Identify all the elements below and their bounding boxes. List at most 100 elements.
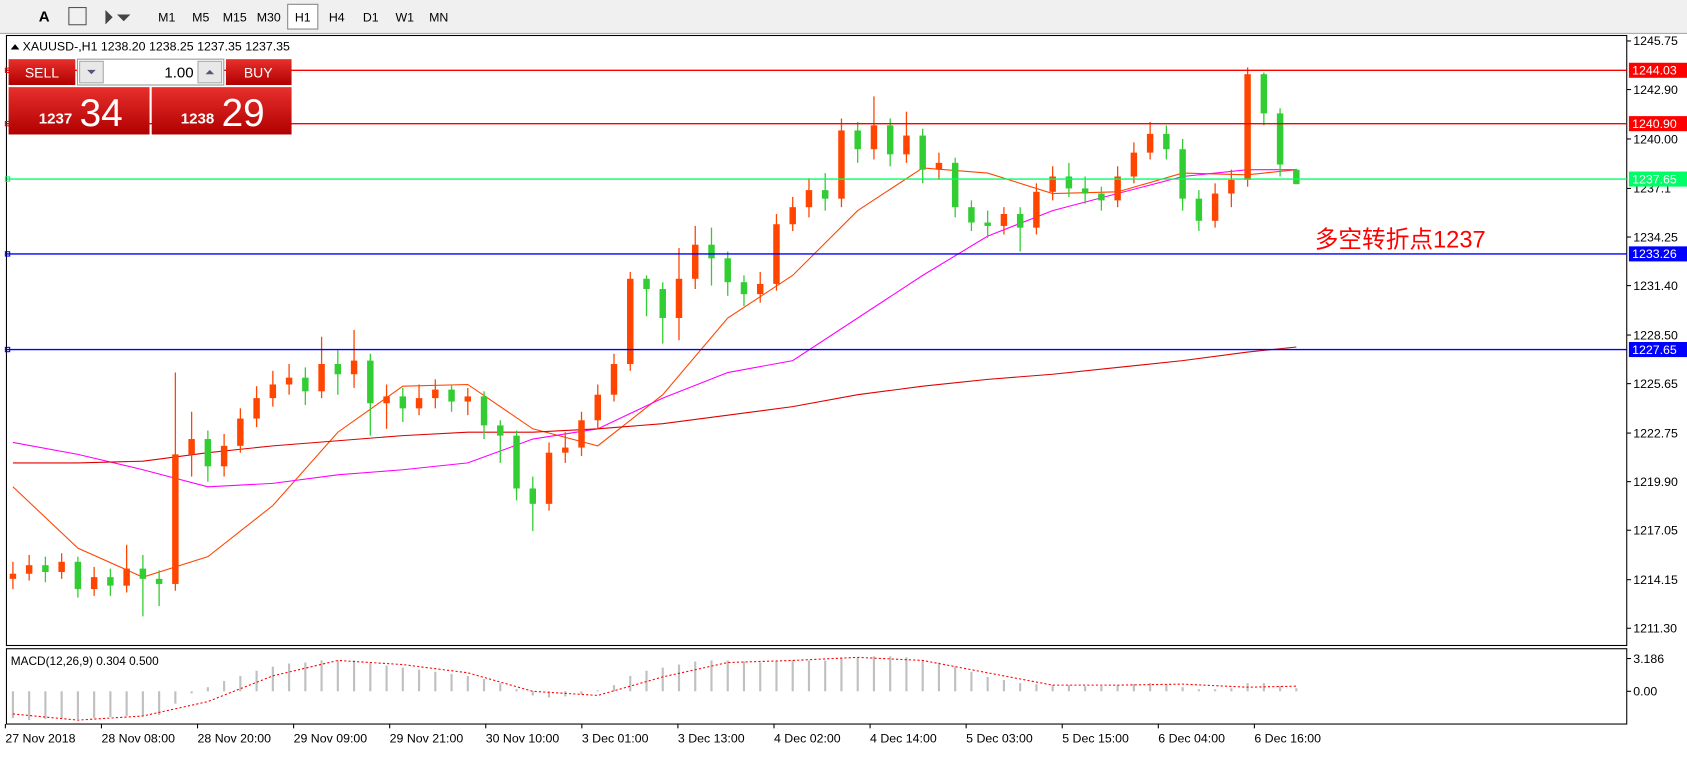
candle-body [90,577,98,590]
candle-body [74,561,82,590]
candle-body [708,244,715,259]
timeframe-button[interactable]: M15 [223,11,247,25]
candle-body [724,258,731,283]
bid-big: 1237 [39,111,72,128]
timeframe-button[interactable]: M5 [192,11,209,25]
candle-body [870,125,878,150]
moving-average [12,169,1297,488]
candle-body [204,439,212,467]
y-tick-label: 1222.75 [1633,426,1678,440]
bid-small: 34 [80,92,123,135]
timeframe-button[interactable]: H4 [329,11,345,25]
candle-body [253,398,260,419]
candle-body [1114,176,1121,201]
ask-big: 1238 [181,111,214,128]
x-tick-label: 6 Dec 04:00 [1158,731,1225,745]
font-button[interactable]: A [39,9,50,26]
timeframe-button[interactable]: H1 [295,11,311,25]
candle-body [643,278,650,290]
timeframe-button[interactable]: MN [429,11,448,25]
candle-body [1000,213,1008,226]
candle-body [1195,198,1203,221]
trade-panel: SELL 1.00 BUY 1237 34 1238 29 [8,58,292,135]
text-button[interactable] [68,6,87,26]
macd-frame [5,648,1628,725]
candle-body [562,447,569,453]
candle-body [838,130,845,199]
candle-body [220,445,228,467]
level-label: 1237.65 [1632,172,1677,186]
candle-body [968,207,975,223]
candle-body [334,364,342,375]
candle-body [659,289,666,318]
candle-body [903,135,910,155]
annotation: 多空转折点1237 [1315,226,1486,253]
candle-body [58,561,65,573]
candle-body [1146,133,1154,153]
level-handle [4,251,11,257]
level-label-box [1628,246,1687,262]
tools-button[interactable] [105,10,131,25]
candle-body [497,425,504,436]
timeframe-button[interactable]: D1 [363,11,379,25]
y-tick-label: 1245.75 [1633,34,1678,48]
x-tick-label: 4 Dec 02:00 [774,731,841,745]
y-tick-label: 1228.50 [1633,328,1678,342]
lot-down-arrow [87,69,96,75]
candle-body [448,389,455,402]
candle-body [935,162,943,170]
candle-body [1065,176,1073,189]
y-tick-label: 1211.30 [1633,622,1677,636]
y-tick-label: 0.00 [1633,685,1657,699]
candle-body [415,398,423,409]
level-label-box [1628,171,1687,187]
candle-body [318,364,325,392]
macd-signal [12,656,1297,721]
moving-average [12,346,1297,464]
y-tick-label: 3.186 [1633,652,1664,666]
level-label: 1227.65 [1632,343,1677,357]
ask-small: 29 [222,92,265,135]
candle-body [123,568,130,586]
candle-body [1179,149,1186,199]
candle-body [513,435,520,489]
timeframe-button[interactable]: M1 [158,11,175,25]
lot-value[interactable]: 1.00 [164,64,193,81]
timeframe-button[interactable]: W1 [395,11,414,25]
main-frame [5,34,1628,647]
candle-body [350,360,358,375]
buy-button[interactable] [225,59,292,85]
candle-body [984,222,991,226]
candle-body [821,190,829,199]
buy-price-box[interactable] [151,87,292,135]
candle-body [237,418,244,446]
candle-body [854,130,861,150]
timeframe-button[interactable]: M30 [257,11,281,25]
x-tick-label: 28 Nov 08:00 [101,731,175,745]
candle-body [1016,213,1024,228]
candle-body [1163,133,1170,150]
candle-body [367,360,374,404]
level-label: 1240.90 [1632,117,1677,131]
candle-body [1033,191,1040,228]
candle-body [529,488,537,504]
buy-label[interactable]: BUY [244,64,273,80]
candle-body [285,377,293,385]
sell-button[interactable] [8,59,76,85]
level-label-box [1628,342,1687,358]
candle-body [951,162,959,208]
level-label: 1244.03 [1632,64,1677,78]
candle-body [464,396,472,402]
candle-body [188,439,195,455]
moving-average [12,167,1297,578]
candle-body [1130,152,1138,177]
sell-price-box[interactable] [8,87,150,135]
x-tick-label: 5 Dec 15:00 [1062,731,1129,745]
candle-body [302,377,309,392]
candle-body [1098,193,1105,201]
candle-body [1293,169,1300,185]
sell-label[interactable]: SELL [25,64,59,80]
macd-label: MACD(12,26,9) 0.304 0.500 [11,654,159,668]
x-tick-label: 4 Dec 14:00 [870,731,937,745]
